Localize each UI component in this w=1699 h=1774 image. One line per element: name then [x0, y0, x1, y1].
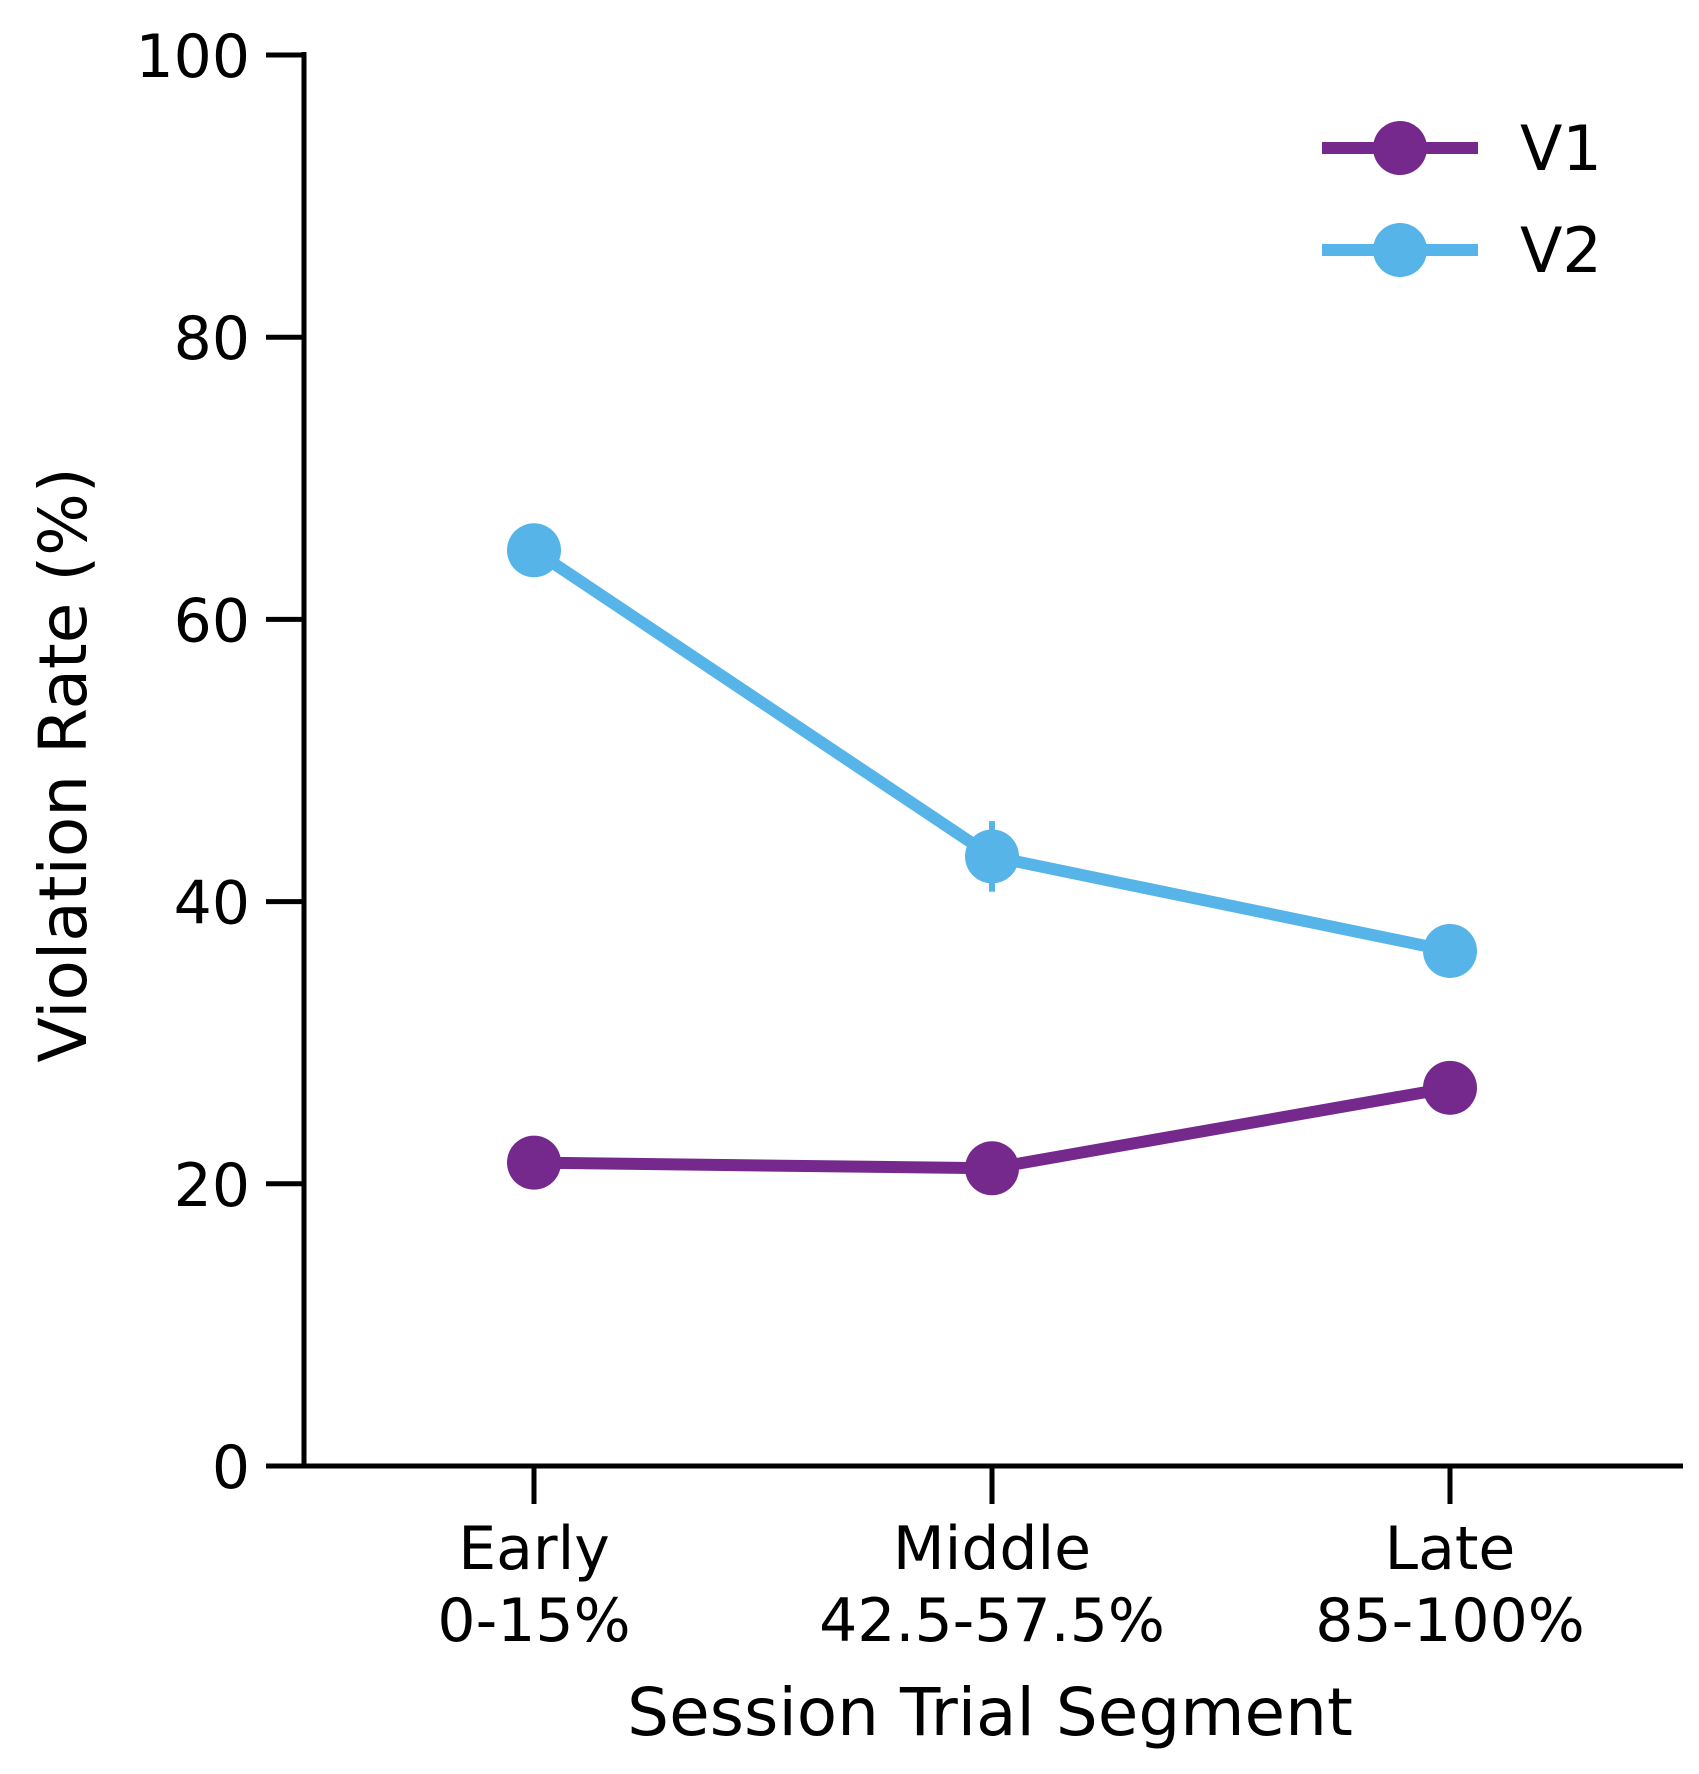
y-axis-title: Violation Rate (%): [25, 467, 102, 1062]
x-tick-label: 85-100%: [1315, 1586, 1585, 1656]
x-tick-label: 0-15%: [437, 1586, 630, 1656]
x-axis-title: Session Trial Segment: [627, 1674, 1353, 1751]
legend-marker: [1373, 121, 1427, 175]
series-v2: [507, 523, 1477, 978]
series-layer: [507, 523, 1477, 1196]
legend-item-v1: V1: [1322, 112, 1602, 185]
data-point: [1423, 923, 1477, 978]
data-point: [965, 1141, 1019, 1196]
legend-marker: [1373, 223, 1427, 277]
y-tick-label: 80: [174, 304, 250, 374]
x-tick-label: 42.5-57.5%: [819, 1586, 1165, 1656]
data-point: [507, 1135, 561, 1190]
data-point: [1423, 1060, 1477, 1115]
y-tick-label: 20: [174, 1151, 250, 1221]
data-point: [507, 523, 561, 578]
legend-item-v2: V2: [1322, 214, 1602, 287]
y-tick-label: 0: [212, 1433, 250, 1503]
y-tick-label: 100: [135, 22, 250, 92]
y-axis-ticks: 0 20 40 60 80 100: [135, 22, 304, 1503]
data-point: [965, 829, 1019, 884]
y-tick-label: 40: [174, 869, 250, 939]
x-tick-label: Late: [1385, 1514, 1516, 1584]
y-tick-label: 60: [174, 586, 250, 656]
legend-label: V1: [1520, 112, 1602, 185]
series-v1: [507, 1060, 1477, 1196]
x-tick-label: Early: [458, 1514, 610, 1584]
legend-label: V2: [1520, 214, 1602, 287]
x-tick-label: Middle: [893, 1514, 1091, 1584]
